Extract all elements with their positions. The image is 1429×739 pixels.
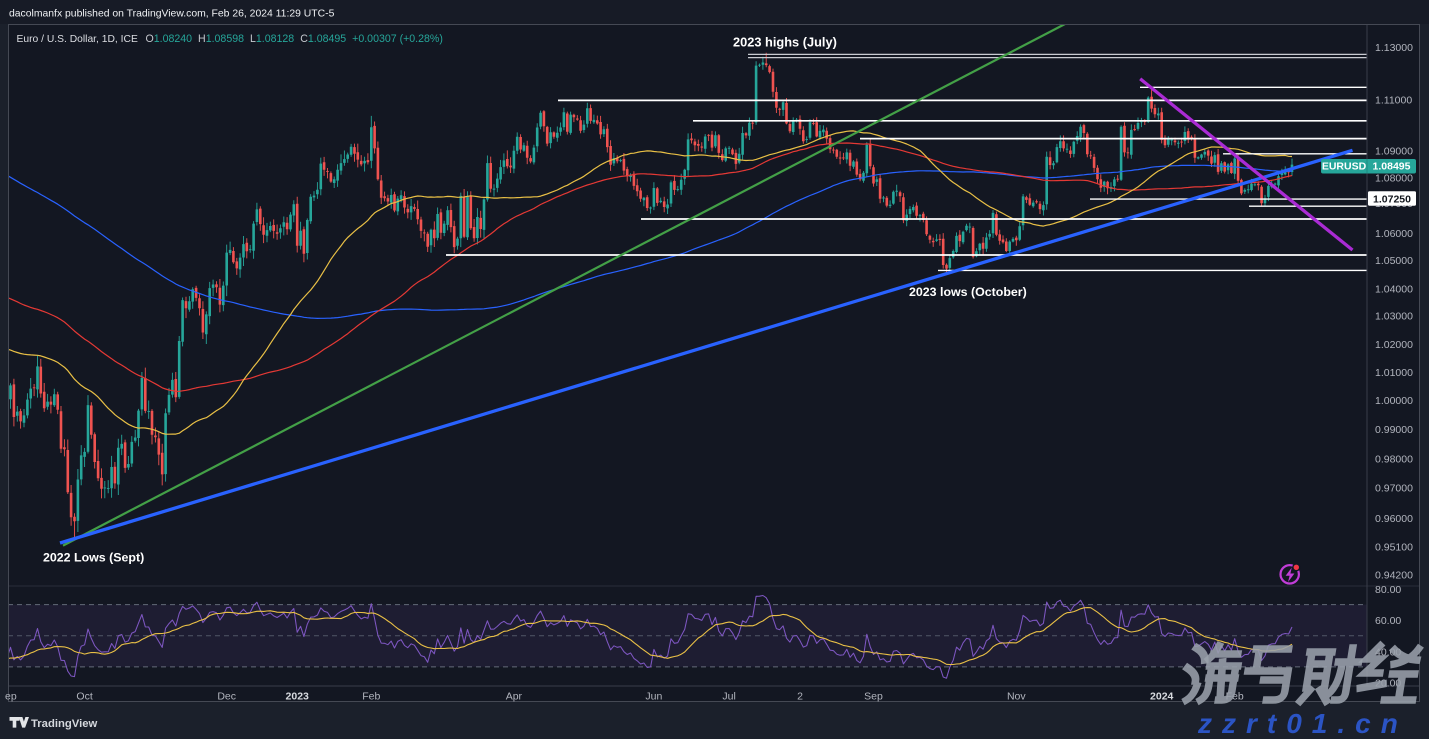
svg-text:2022 Lows (Sept): 2022 Lows (Sept) bbox=[43, 551, 144, 565]
svg-text:80.00: 80.00 bbox=[1375, 584, 1401, 596]
svg-text:1.07250: 1.07250 bbox=[1373, 193, 1411, 205]
svg-text:1.05000: 1.05000 bbox=[1375, 255, 1413, 267]
svg-text:0.95100: 0.95100 bbox=[1375, 542, 1413, 554]
svg-text:0.96000: 0.96000 bbox=[1375, 513, 1413, 525]
svg-text:0.97000: 0.97000 bbox=[1375, 482, 1413, 494]
svg-text:2023 lows (October): 2023 lows (October) bbox=[909, 285, 1027, 299]
svg-text:0.99000: 0.99000 bbox=[1375, 424, 1413, 436]
svg-text:1.08000: 1.08000 bbox=[1375, 172, 1413, 184]
svg-text:1.01000: 1.01000 bbox=[1375, 367, 1413, 379]
svg-text:EURUSD: EURUSD bbox=[1322, 161, 1367, 173]
svg-text:Jun: Jun bbox=[645, 691, 662, 703]
svg-text:1.13000: 1.13000 bbox=[1375, 42, 1413, 54]
svg-text:Euro / U.S. Dollar, 1D, ICE: Euro / U.S. Dollar, 1D, ICE bbox=[17, 34, 138, 45]
svg-text:ep: ep bbox=[5, 691, 17, 703]
svg-text:zzrt01.cn: zzrt01.cn bbox=[1197, 708, 1408, 739]
svg-text:60.00: 60.00 bbox=[1375, 615, 1401, 627]
svg-text:TradingView: TradingView bbox=[31, 718, 98, 730]
svg-text:Apr: Apr bbox=[506, 691, 523, 703]
svg-text:1.11000: 1.11000 bbox=[1375, 94, 1412, 106]
svg-text:1.09000: 1.09000 bbox=[1375, 146, 1413, 158]
svg-text:1.08495: 1.08495 bbox=[1373, 161, 1411, 173]
svg-text:1.00000: 1.00000 bbox=[1375, 395, 1413, 407]
svg-text:1.03000: 1.03000 bbox=[1375, 311, 1413, 323]
svg-text:Sep: Sep bbox=[864, 691, 883, 703]
svg-text:0.94200: 0.94200 bbox=[1375, 569, 1413, 581]
svg-text:Feb: Feb bbox=[362, 691, 380, 703]
svg-text:Jul: Jul bbox=[722, 691, 735, 703]
svg-text:2023: 2023 bbox=[286, 691, 310, 703]
svg-text:Oct: Oct bbox=[76, 691, 92, 703]
svg-text:dacolmanfx published on Tradin: dacolmanfx published on TradingView.com,… bbox=[9, 9, 335, 20]
svg-text:Nov: Nov bbox=[1007, 691, 1026, 703]
svg-text:2: 2 bbox=[797, 691, 803, 703]
svg-text:1.06000: 1.06000 bbox=[1375, 228, 1413, 240]
svg-text:2023 highs (July): 2023 highs (July) bbox=[733, 35, 837, 50]
svg-text:2024: 2024 bbox=[1150, 691, 1174, 703]
svg-text:1.02000: 1.02000 bbox=[1375, 339, 1413, 351]
svg-text:0.98000: 0.98000 bbox=[1375, 454, 1413, 466]
svg-text:Dec: Dec bbox=[217, 691, 236, 703]
svg-text:1.04000: 1.04000 bbox=[1375, 283, 1413, 295]
